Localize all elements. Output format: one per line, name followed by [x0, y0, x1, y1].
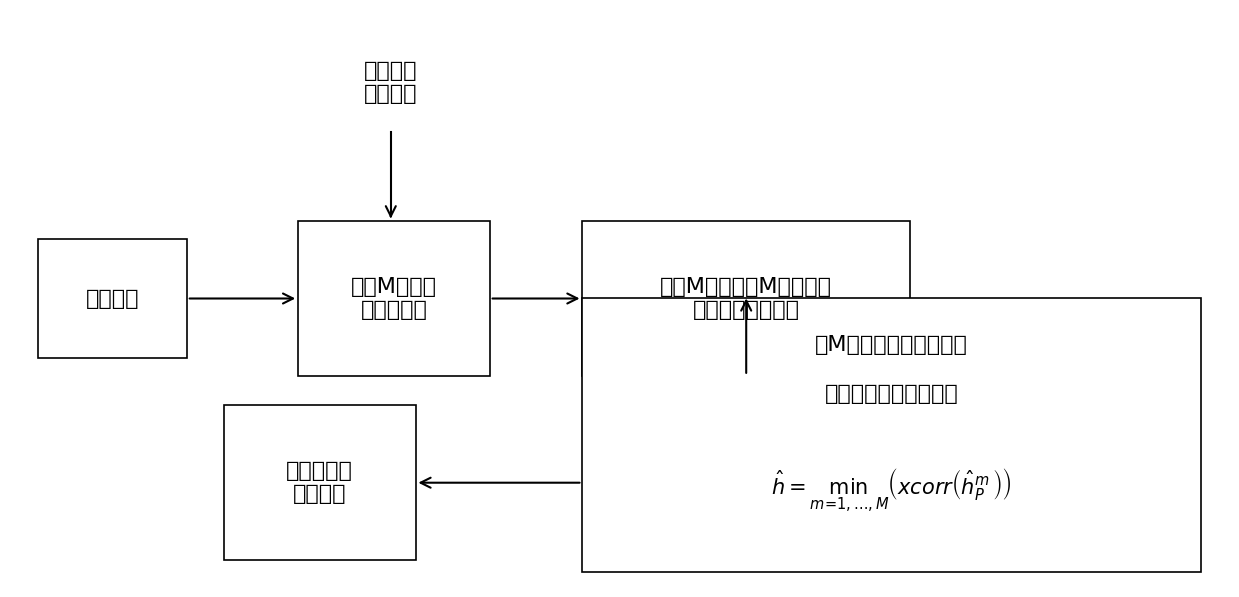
Text: $\hat{h} = \min_{m=1,\ldots,M}\left(xcorr\left(\hat{h}_{P}^{m}\right)\right)$: $\hat{h} = \min_{m=1,\ldots,M}\left(xcor…: [771, 466, 1012, 513]
Bar: [299, 221, 489, 376]
Text: 应函数进行稀疏度检测: 应函数进行稀疏度检测: [825, 384, 958, 404]
Text: 接收数据: 接收数据: [85, 288, 140, 309]
Bar: [582, 298, 1201, 572]
Bar: [582, 221, 909, 376]
Bar: [224, 405, 415, 560]
Text: 所有导频
分布信息: 所有导频 分布信息: [364, 61, 418, 104]
Text: 得到正确的
加权因子: 得到正确的 加权因子: [286, 461, 353, 504]
Text: 提取M组不同
分布的导频: 提取M组不同 分布的导频: [351, 277, 437, 320]
Text: 匹配M追踪得到M组不同的
信道冲激响应函数: 匹配M追踪得到M组不同的 信道冲激响应函数: [660, 277, 833, 320]
Bar: [38, 239, 187, 358]
Text: 对M组不同的信道冲激响: 对M组不同的信道冲激响: [815, 335, 968, 355]
